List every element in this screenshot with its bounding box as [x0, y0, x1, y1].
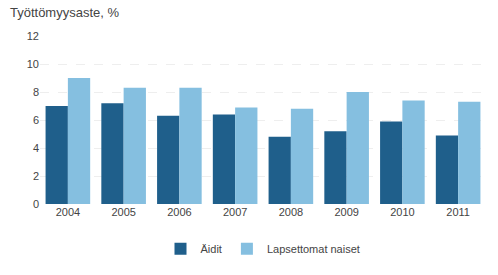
svg-text:2010: 2010: [390, 206, 414, 218]
svg-text:12: 12: [27, 30, 39, 42]
svg-text:10: 10: [27, 58, 39, 70]
svg-text:2008: 2008: [279, 206, 303, 218]
svg-text:2007: 2007: [223, 206, 247, 218]
svg-text:0: 0: [33, 198, 39, 210]
svg-text:2011: 2011: [446, 206, 470, 218]
svg-text:8: 8: [33, 86, 39, 98]
svg-text:2: 2: [33, 170, 39, 182]
svg-text:Äidit: Äidit: [201, 243, 222, 255]
svg-text:2006: 2006: [167, 206, 191, 218]
svg-text:Lapsettomat naiset: Lapsettomat naiset: [267, 243, 360, 255]
svg-text:2004: 2004: [56, 206, 80, 218]
svg-text:4: 4: [33, 142, 39, 154]
svg-text:2005: 2005: [111, 206, 135, 218]
svg-text:6: 6: [33, 114, 39, 126]
svg-text:Työttömyysaste, %: Työttömyysaste, %: [10, 5, 120, 20]
svg-text:2009: 2009: [334, 206, 358, 218]
